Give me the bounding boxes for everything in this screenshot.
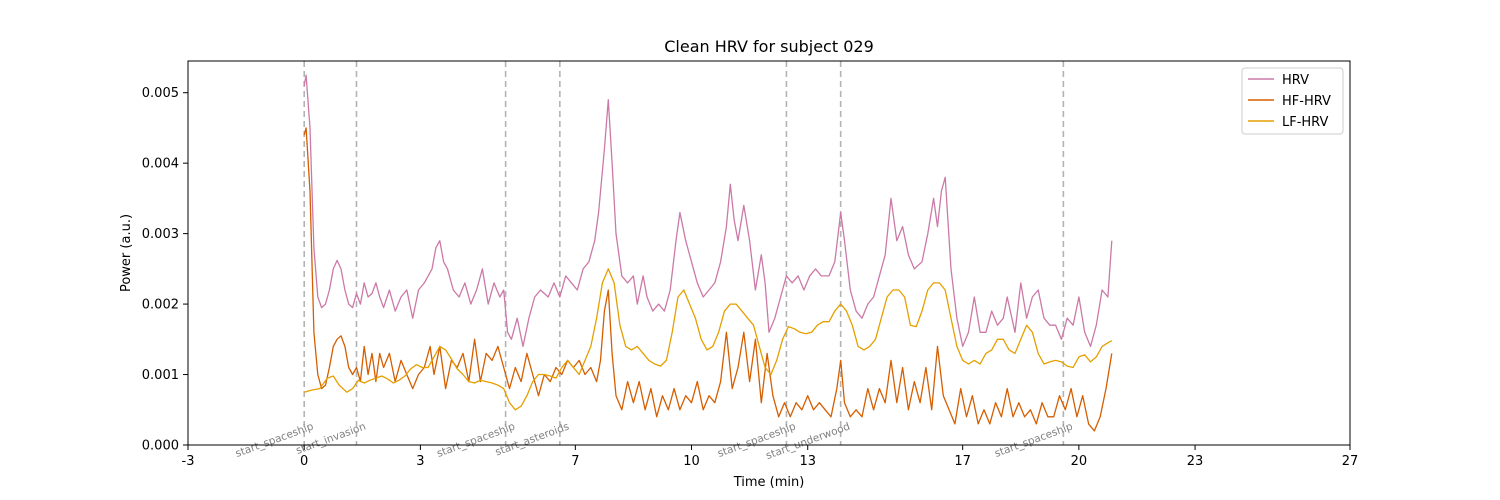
x-tick-label: 27 — [1342, 454, 1359, 469]
plot-area — [188, 61, 1350, 445]
legend-label: HRV — [1282, 73, 1309, 88]
series-line-lf-hrv — [304, 268, 1113, 411]
x-tick-label: 7 — [571, 454, 579, 469]
y-tick-label: 0.001 — [142, 368, 179, 383]
y-axis-label: Power (a.u.) — [119, 214, 134, 292]
series-line-hf-hrv — [303, 127, 1113, 432]
series-line-hrv — [303, 74, 1113, 348]
axes — [187, 60, 1351, 446]
chart-title: Clean HRV for subject 029 — [664, 37, 874, 56]
legend: HRV HF-HRV LF-HRV — [1241, 67, 1344, 135]
legend-label: LF-HRV — [1282, 115, 1329, 130]
plot-frame — [187, 60, 1351, 446]
x-tick-label: -3 — [182, 454, 195, 469]
y-tick-label: 0.005 — [142, 86, 179, 101]
x-tick-label: 10 — [683, 454, 700, 469]
legend-box — [1241, 67, 1344, 135]
x-axis-label: Time (min) — [733, 475, 805, 490]
x-tick-label: 3 — [416, 454, 424, 469]
x-tick-label: 0 — [300, 454, 308, 469]
series-lines — [303, 74, 1113, 432]
y-tick-label: 0.004 — [142, 157, 179, 172]
y-tick-label: 0.002 — [142, 298, 179, 313]
x-tick-label: 23 — [1187, 454, 1204, 469]
y-tick-label: 0.000 — [142, 439, 179, 454]
legend-label: HF-HRV — [1282, 94, 1331, 109]
x-tick-label: 20 — [1071, 454, 1088, 469]
tick-labels: -3 0 3 7 10 13 17 20 23 27 0.000 0.001 0.002 0.003 0.0… — [142, 86, 1358, 469]
y-tick-label: 0.003 — [142, 227, 179, 242]
x-tick-label: 17 — [954, 454, 971, 469]
x-tick-label: 13 — [799, 454, 816, 469]
